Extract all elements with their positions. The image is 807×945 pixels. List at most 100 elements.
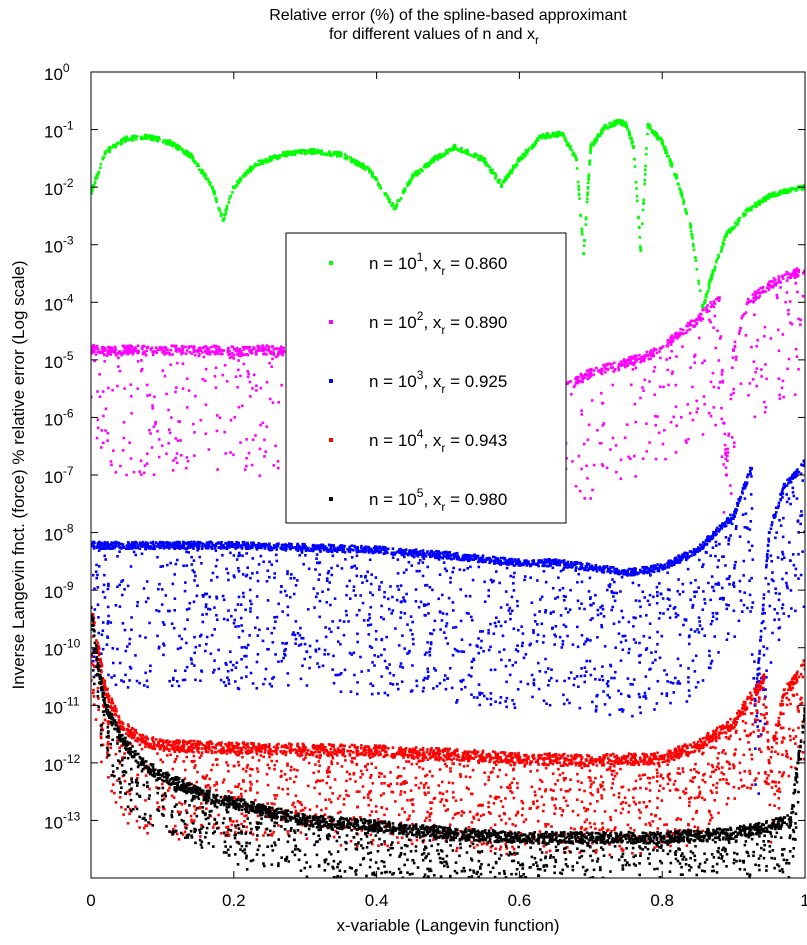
scatter-mark [631,145,635,148]
scatter-mark [349,548,353,551]
scatter-mark [313,606,316,609]
scatter-mark [215,597,219,600]
scatter-mark [505,566,509,570]
scatter-mark [237,181,241,185]
scatter-mark [590,141,594,145]
scatter-mark [795,187,799,191]
scatter-mark [234,666,238,670]
scatter-mark [225,380,229,383]
scatter-mark [114,471,118,474]
scatter-mark [682,200,686,203]
scatter-mark [311,548,315,551]
scatter-mark [356,681,359,684]
scatter-mark [616,119,620,123]
scatter-mark [284,647,288,651]
scatter-mark [228,650,232,654]
scatter-mark [245,573,249,577]
scatter-mark [248,380,252,384]
scatter-mark [135,679,139,683]
scatter-mark [781,274,784,278]
scatter-mark [732,226,736,229]
scatter-mark [230,355,234,359]
scatter-mark [589,372,592,376]
scatter-mark [756,668,760,671]
scatter-mark [298,553,302,557]
scatter-mark [755,205,758,208]
scatter-mark [395,204,399,208]
scatter-mark [767,195,771,199]
scatter-mark [657,569,661,572]
scatter-mark [355,159,359,163]
scatter-mark [367,167,370,170]
scatter-mark [470,558,474,561]
scatter-mark [125,139,128,142]
scatter-mark [104,347,107,350]
scatter-mark [103,348,106,352]
scatter-mark [766,286,769,289]
scatter-mark [95,563,98,567]
scatter-mark [457,650,460,653]
scatter-mark [547,683,550,687]
scatter-mark [750,205,753,209]
scatter-mark [712,326,715,329]
scatter-mark [707,289,710,292]
scatter-mark [352,159,356,163]
scatter-mark [770,578,774,581]
scatter-mark [93,181,97,184]
scatter-mark [96,426,100,430]
scatter-mark [499,559,503,563]
scatter-mark [262,560,265,564]
scatter-mark [155,135,158,139]
scatter-mark [659,356,662,360]
scatter-mark [104,151,108,154]
scatter-mark [158,138,161,141]
scatter-mark [183,152,186,156]
scatter-mark [634,366,638,370]
scatter-mark [668,560,671,564]
scatter-mark [255,660,259,664]
scatter-mark [594,709,598,713]
scatter-mark [195,594,199,598]
scatter-mark [617,366,620,370]
scatter-mark [711,534,715,538]
scatter-mark [702,590,705,593]
scatter-mark [136,387,139,390]
scatter-mark [691,242,695,246]
scatter-mark [427,602,430,606]
scatter-mark [728,582,731,586]
scatter-mark [108,150,111,154]
scatter-mark [279,590,283,594]
scatter-mark [118,550,121,553]
scatter-mark [245,552,248,555]
scatter-mark [535,640,539,643]
scatter-mark [685,441,688,444]
scatter-mark [257,345,261,348]
scatter-mark [603,645,607,648]
scatter-mark [183,678,187,682]
scatter-mark [698,549,701,552]
scatter-mark [537,559,541,562]
scatter-mark [177,684,181,688]
scatter-mark [492,559,495,563]
scatter-mark [97,171,100,175]
scatter-mark [169,543,173,547]
scatter-mark [91,659,95,663]
scatter-mark [775,531,778,534]
scatter-mark [300,549,304,553]
scatter-mark [251,557,255,560]
scatter-mark [366,570,369,574]
scatter-mark [710,619,714,623]
scatter-mark [268,682,272,686]
scatter-mark [651,130,655,134]
scatter-mark [669,336,672,339]
scatter-mark [204,177,208,180]
scatter-mark [181,348,185,351]
scatter-mark [703,402,706,406]
scatter-mark [186,406,189,409]
scatter-mark [248,169,252,173]
scatter-mark [794,281,798,285]
scatter-mark [271,345,274,348]
scatter-mark [187,607,191,611]
scatter-mark [758,203,761,206]
scatter-mark [709,301,712,304]
